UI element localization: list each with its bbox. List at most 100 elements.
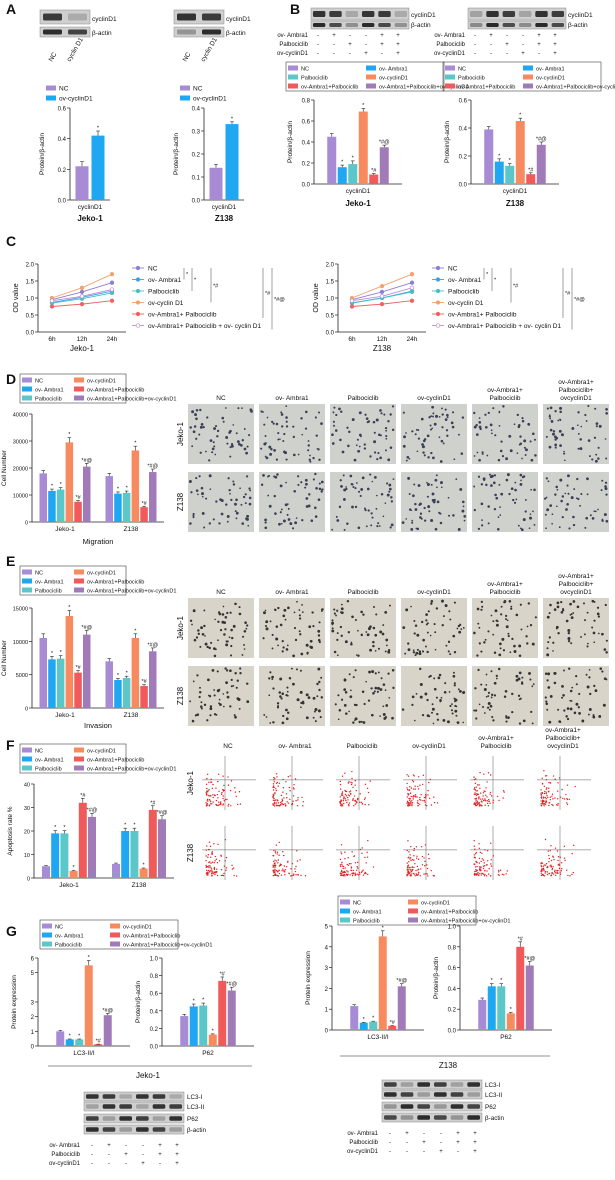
flow-event: [345, 799, 347, 802]
panelE-cell-dot: [499, 647, 502, 650]
bar-palbociclib: [60, 833, 69, 878]
panelD-cell-dot: [439, 512, 442, 515]
legend-label: ov- Ambra1: [148, 277, 182, 284]
panelE-cell-dot: [287, 606, 290, 610]
series-point: [409, 289, 415, 295]
flow-event: [407, 870, 410, 872]
flow-event: [475, 799, 477, 801]
panelE-cell-dot: [511, 637, 514, 641]
panelE-cell-dot: [412, 649, 415, 652]
panelD-cell-dot: [308, 493, 311, 496]
panelD-cell-dot: [440, 486, 443, 489]
panelE-cell-dot: [229, 669, 232, 673]
flow-event: [365, 862, 367, 864]
flow-event: [541, 801, 544, 803]
panelD-cell-dot: [521, 419, 525, 423]
panelE-cell-dot: [193, 638, 197, 642]
treatment-sign: -: [389, 1131, 391, 1137]
flow-event: [276, 781, 279, 784]
panelE-cell-dot: [580, 636, 582, 638]
panelD-cell-dot: [566, 474, 570, 478]
flow-event: [208, 781, 210, 784]
flow-event: [551, 871, 553, 874]
bar-nc: [484, 129, 494, 184]
flow-event: [220, 868, 223, 871]
panelD-cell-dot: [426, 495, 429, 498]
panelG-left-legend-frame: [39, 919, 179, 950]
y-tick-label: 40000: [13, 413, 28, 419]
panelE-cell-dot: [263, 611, 266, 615]
flow-event: [214, 794, 216, 797]
flow-event: [220, 793, 223, 795]
flow-event: [284, 803, 286, 805]
panelE-cell-dot: [460, 628, 463, 630]
flow-event: [359, 793, 361, 795]
panelE-cell-dot: [232, 624, 236, 628]
flow-event: [286, 797, 288, 799]
flow-event: [275, 788, 277, 790]
flow-event: [553, 858, 555, 861]
bar-ov-cyclind1: [208, 1034, 217, 1046]
panelE-cell-dot: [271, 675, 274, 679]
series-point: [409, 298, 415, 303]
panelE-cell-dot: [519, 697, 522, 700]
treatment-row-label: Palbociclib: [51, 1152, 80, 1158]
blot-band: [400, 1104, 414, 1109]
panelE-cell-dot: [189, 700, 192, 703]
panelE-cell-dot: [436, 712, 439, 716]
y-tick-label: 1: [31, 1030, 35, 1036]
flow-event: [543, 785, 546, 787]
flow-event: [417, 788, 420, 790]
legend-label: ov- Ambra1: [35, 758, 64, 764]
treatment-sign: +: [107, 1143, 111, 1149]
panelD-cell-dot: [419, 512, 423, 515]
bar-palbociclib: [56, 658, 65, 708]
panelD-cell-dot: [427, 456, 430, 459]
flow-event: [546, 866, 548, 869]
flow-event: [482, 867, 485, 870]
panelD-cell-dot: [528, 527, 531, 530]
flow-event: [344, 858, 346, 860]
panelE-cell-dot: [518, 722, 522, 725]
flow-event: [352, 797, 354, 800]
y-tick-label: 1.0: [150, 957, 159, 963]
legend-label: ov-Ambra1+ Palbociclib + ov- cyclin D1: [148, 323, 261, 330]
panelE-cell-dot: [427, 610, 430, 613]
flow-event: [428, 797, 431, 799]
flow-event: [423, 799, 426, 802]
panelD-cell-dot: [580, 425, 583, 428]
flow-event: [207, 800, 209, 802]
panelE-cell-dot: [454, 709, 458, 713]
panelE-group-label: NC: [216, 589, 226, 596]
blot-band: [384, 1092, 397, 1097]
panelD-cell-dot: [493, 474, 497, 477]
flow-event: [351, 872, 353, 875]
legend-swatch: [22, 756, 32, 762]
panelD-cell-dot: [386, 493, 390, 497]
legend-label: ov-cyclinD1: [87, 571, 116, 577]
blot-label: β-actin: [485, 1115, 505, 1122]
flow-event: [482, 795, 484, 797]
flow-event: [348, 802, 351, 804]
panelD-cell-dot: [375, 494, 378, 497]
panelD-cell-dot: [415, 428, 418, 431]
flow-event: [426, 867, 429, 870]
panelE-cell-dot: [448, 610, 451, 613]
panelD-cell-dot: [516, 452, 519, 454]
cell-line-title: Jeko-1: [345, 199, 371, 208]
y-axis-label: Protein/β-actin: [433, 957, 440, 999]
panelD-cell-dot: [309, 460, 312, 463]
flow-event: [486, 864, 488, 866]
panelE-cell-dot: [407, 648, 411, 652]
panelD-cell-dot: [460, 452, 464, 455]
legend-label: ov-Ambra1+ Palbociclib + ov- cyclin D1: [448, 323, 561, 330]
panelE-cell-dot: [476, 607, 480, 611]
panelG-blot-actin-membrane: [381, 1112, 483, 1123]
panelE-cell-dot: [391, 716, 394, 720]
panelE-micrograph: [259, 598, 325, 658]
panelE-cell-dot: [487, 695, 490, 698]
flow-event: [278, 782, 280, 784]
panelD-cell-dot: [554, 438, 557, 441]
panelE-cell-dot: [280, 697, 283, 700]
significance-label: *: [63, 825, 66, 831]
